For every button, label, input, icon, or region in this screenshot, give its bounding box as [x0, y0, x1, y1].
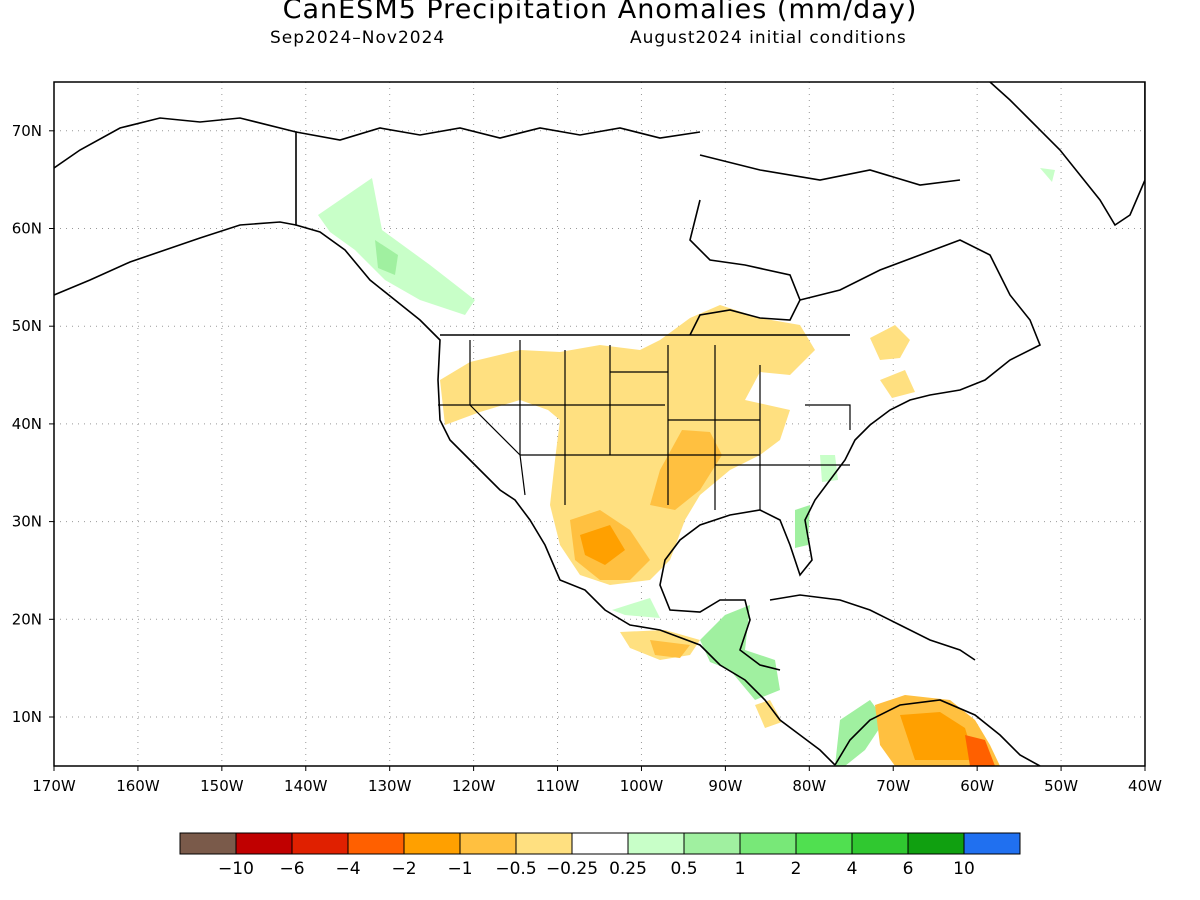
colorbar-label: 6	[903, 859, 914, 879]
forecast-period: Sep2024–Nov2024	[270, 28, 446, 48]
colorbar-swatch	[459, 832, 517, 855]
lon-label: 100W	[620, 777, 664, 795]
map-title: CanESM5 Precipitation Anomalies (mm/day)	[282, 0, 918, 25]
colorbar-swatch	[963, 832, 1021, 855]
colorbar-label: 4	[847, 859, 858, 879]
lat-label: 10N	[12, 708, 42, 726]
colorbar-label: −0.25	[546, 859, 598, 879]
coastlines	[54, 82, 1145, 766]
colorbar-swatch	[403, 832, 461, 855]
anomaly-shading	[318, 168, 1055, 766]
colorbar-label: −1	[447, 859, 472, 879]
longitude-axis: 170W 160W 150W 140W 130W 120W 110W 100W 90W 80W 70…	[32, 766, 1162, 795]
lon-label: 80W	[792, 777, 826, 795]
colorbar-swatch	[515, 832, 573, 855]
lat-label: 30N	[12, 513, 42, 531]
lat-label: 70N	[12, 122, 42, 140]
lon-label: 140W	[284, 777, 328, 795]
lon-label: 120W	[452, 777, 496, 795]
state-borders	[438, 340, 851, 510]
colorbar-swatch	[627, 832, 685, 855]
colorbar-swatch	[347, 832, 405, 855]
lon-label: 50W	[1044, 777, 1078, 795]
colorbar-label: 10	[953, 859, 975, 879]
lon-label: 60W	[960, 777, 994, 795]
colorbar-swatch	[179, 832, 237, 855]
lon-label: 70W	[876, 777, 910, 795]
lon-label: 160W	[116, 777, 160, 795]
lon-label: 150W	[200, 777, 244, 795]
colorbar-swatch	[571, 832, 629, 855]
colorbar-label: −10	[218, 859, 254, 879]
colorbar-swatch	[795, 832, 853, 855]
colorbar: −10 −6 −4 −2 −1 −0.5 −0.25 0.25 0.5 1 2 4 6 10	[179, 832, 1021, 879]
colorbar-label: 0.5	[670, 859, 697, 879]
colorbar-label: 2	[791, 859, 802, 879]
colorbar-label: 1	[735, 859, 746, 879]
colorbar-swatch	[907, 832, 965, 855]
lat-label: 40N	[12, 415, 42, 433]
colorbar-label: −0.5	[495, 859, 536, 879]
colorbar-swatch	[683, 832, 741, 855]
lon-label: 110W	[536, 777, 580, 795]
lat-label: 20N	[12, 610, 42, 628]
lon-label: 130W	[368, 777, 412, 795]
colorbar-swatch	[739, 832, 797, 855]
colorbar-label: 0.25	[609, 859, 647, 879]
colorbar-swatch	[235, 832, 293, 855]
latitude-axis: 10N 20N 30N 40N 50N 60N 70N	[12, 122, 54, 726]
lat-label: 50N	[12, 317, 42, 335]
initial-conditions: August2024 initial conditions	[630, 28, 907, 48]
colorbar-swatch	[851, 832, 909, 855]
lon-label: 170W	[32, 777, 76, 795]
colorbar-label: −4	[335, 859, 360, 879]
colorbar-label: −2	[391, 859, 416, 879]
lon-label: 40W	[1128, 777, 1162, 795]
colorbar-label: −6	[279, 859, 304, 879]
lat-label: 60N	[12, 220, 42, 238]
colorbar-swatch	[291, 832, 349, 855]
lon-label: 90W	[708, 777, 742, 795]
